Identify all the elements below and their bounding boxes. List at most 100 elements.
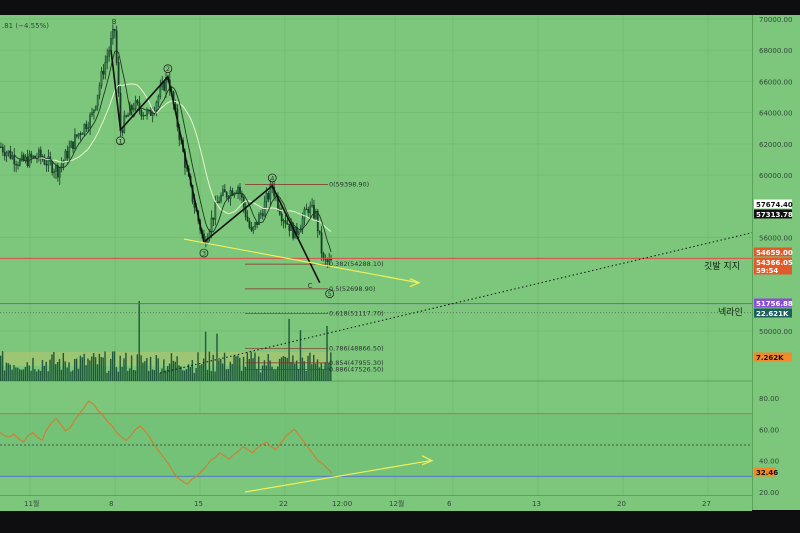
volume-bar bbox=[278, 358, 281, 381]
candle bbox=[225, 191, 228, 200]
price-tick: 60000.00 bbox=[759, 172, 792, 180]
volume-bar bbox=[89, 360, 91, 381]
candle bbox=[280, 206, 283, 226]
volume-bar bbox=[121, 366, 123, 381]
svg-text:54366.05: 54366.05 bbox=[756, 259, 793, 267]
candle bbox=[246, 210, 249, 222]
candle bbox=[38, 147, 40, 162]
volume-bar bbox=[129, 368, 131, 381]
time-tick: 12월 bbox=[389, 499, 404, 508]
volume-bar bbox=[64, 361, 66, 381]
price-axis[interactable]: 70000.00 68000.00 66000.00 64000.00 62000.00… bbox=[752, 15, 800, 510]
candle bbox=[153, 106, 156, 116]
candle bbox=[79, 131, 82, 141]
candle bbox=[106, 48, 109, 70]
volume-bar bbox=[132, 370, 135, 381]
candle bbox=[220, 192, 222, 204]
candle bbox=[330, 254, 332, 261]
candle bbox=[301, 212, 304, 235]
fib-label: 0.786(48866.50) bbox=[329, 345, 384, 353]
svg-text:57674.40: 57674.40 bbox=[756, 201, 793, 209]
candle bbox=[91, 107, 93, 117]
volume-bar bbox=[92, 353, 95, 381]
volume-bar bbox=[115, 367, 118, 381]
volume-bar bbox=[204, 331, 207, 381]
candle bbox=[104, 55, 107, 80]
time-tick: 13 bbox=[532, 500, 541, 508]
volume-bar bbox=[155, 355, 157, 381]
volume-bar bbox=[119, 355, 121, 381]
candle bbox=[15, 160, 17, 173]
volume-bar bbox=[168, 363, 171, 381]
candle bbox=[70, 140, 73, 148]
candle bbox=[146, 107, 148, 120]
candle bbox=[311, 198, 313, 208]
volume-bar bbox=[7, 363, 10, 381]
volume-bar bbox=[94, 357, 97, 381]
volume-bar bbox=[83, 353, 85, 381]
volume-bar bbox=[62, 352, 65, 381]
volume-bar bbox=[208, 351, 211, 381]
volume-bar bbox=[290, 361, 292, 381]
volume-bar bbox=[178, 365, 180, 381]
time-axis[interactable]: 11월 8 15 22 12:00 12월 6 13 20 27 bbox=[0, 495, 752, 511]
candle bbox=[68, 140, 71, 160]
volume-bar bbox=[110, 358, 112, 381]
volume-bar bbox=[195, 367, 197, 381]
volume-bar bbox=[269, 360, 271, 381]
candle bbox=[83, 123, 86, 137]
candle bbox=[222, 184, 224, 197]
volume-bar bbox=[174, 361, 176, 381]
candle bbox=[252, 226, 255, 234]
candle bbox=[318, 230, 321, 236]
candle bbox=[223, 184, 226, 193]
volume-bar bbox=[180, 366, 182, 381]
candle bbox=[136, 99, 139, 106]
support-label-2: 넥라인 bbox=[718, 307, 743, 318]
price-badge: 57674.40 bbox=[754, 199, 793, 209]
candle bbox=[115, 25, 118, 66]
volume-bar bbox=[104, 351, 106, 381]
volume-bar bbox=[70, 371, 72, 381]
volume-bar bbox=[147, 370, 150, 381]
candle bbox=[269, 179, 272, 206]
volume-bar bbox=[17, 367, 19, 381]
candle bbox=[267, 191, 270, 203]
candle bbox=[7, 150, 10, 157]
volume-bar bbox=[275, 369, 277, 381]
fib-label: 0.5(52698.90) bbox=[329, 285, 375, 293]
volume-bar bbox=[43, 365, 46, 381]
volume-bar bbox=[146, 358, 148, 381]
volume-bar bbox=[60, 369, 63, 381]
candle bbox=[96, 94, 99, 111]
volume-bar bbox=[108, 370, 110, 381]
candle bbox=[93, 109, 95, 120]
volume-bar bbox=[248, 358, 250, 381]
price-tick: 66000.00 bbox=[759, 78, 792, 86]
candle bbox=[81, 132, 84, 135]
candle bbox=[155, 100, 158, 117]
time-tick: 22 bbox=[279, 500, 288, 508]
wave-lines: B 1 2 3 4 5 C bbox=[110, 18, 752, 374]
price-chart[interactable]: 0(59398.90) 0.382(54288.10) 0.5(52698.90) 0… bbox=[0, 15, 752, 510]
volume-bar bbox=[45, 361, 47, 381]
candle bbox=[284, 214, 287, 229]
volume-bar bbox=[22, 369, 25, 381]
volume-bar bbox=[193, 372, 195, 381]
candle bbox=[58, 167, 61, 185]
chart-frame[interactable]: 0(59398.90) 0.382(54288.10) 0.5(52698.90) 0… bbox=[0, 15, 752, 510]
fib-label: 0.618(51117.70) bbox=[329, 310, 384, 318]
volume-bar bbox=[130, 355, 133, 381]
candle bbox=[307, 206, 310, 217]
candle bbox=[30, 150, 33, 164]
volume-bar bbox=[127, 370, 129, 381]
volume-bar bbox=[282, 356, 285, 381]
volume-bar bbox=[297, 368, 300, 381]
volume-bar bbox=[55, 364, 57, 381]
candle bbox=[123, 110, 126, 134]
volume-bar bbox=[140, 355, 142, 381]
candle bbox=[328, 252, 331, 268]
time-tick: 15 bbox=[194, 500, 203, 508]
candle bbox=[248, 217, 251, 230]
volume-bar bbox=[256, 368, 258, 381]
